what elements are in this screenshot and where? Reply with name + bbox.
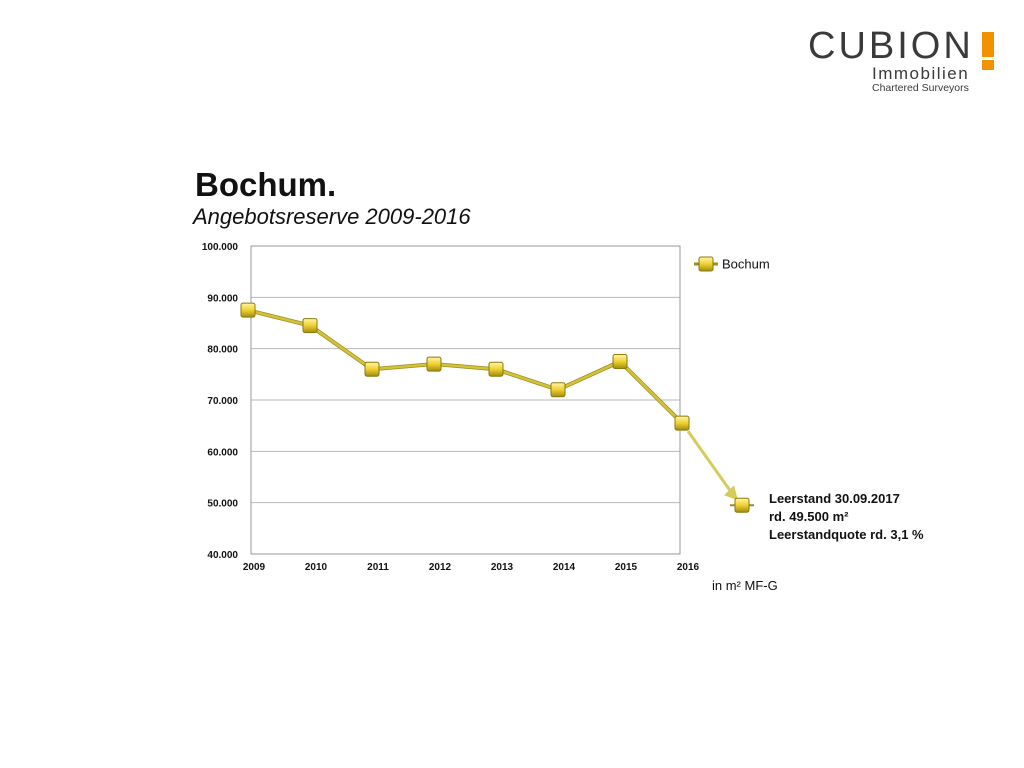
company-logo: CUBION Immobilien Chartered Surveyors	[808, 26, 1008, 98]
y-tick-label: 90.000	[207, 293, 238, 304]
logo-wordmark: CUBION	[808, 25, 974, 67]
y-tick-label: 80.000	[207, 345, 238, 356]
data-point	[364, 361, 380, 377]
y-tick-label: 50.000	[207, 499, 238, 510]
data-point	[488, 361, 504, 377]
x-tick-label: 2015	[615, 562, 638, 573]
logo-line-2: Chartered Surveyors	[872, 82, 969, 94]
series-line	[247, 308, 683, 424]
logo-line-1: Immobilien	[872, 64, 970, 83]
x-tick-label: 2009	[243, 562, 266, 573]
chart-title: Bochum.	[195, 166, 337, 203]
chart-subtitle: Angebotsreserve 2009-2016	[193, 204, 471, 229]
annotation-arrowhead	[724, 485, 738, 501]
annotation-arrow	[686, 430, 734, 495]
annotation-text-line: rd. 49.500 m²	[769, 509, 849, 524]
x-tick-label: 2012	[429, 562, 452, 573]
unit-label: in m² MF-G	[712, 578, 778, 593]
y-tick-label: 60.000	[207, 447, 238, 458]
annotation-point	[734, 497, 750, 513]
y-tick-label: 70.000	[207, 396, 238, 407]
y-tick-label: 100.000	[202, 242, 239, 253]
data-point	[674, 415, 690, 431]
data-point	[612, 354, 628, 369]
legend-label: Bochum	[722, 257, 770, 272]
annotation-text-line: Leerstandquote rd. 3,1 %	[769, 527, 924, 542]
logo-accent-bar	[982, 32, 994, 57]
logo-accent-dot	[982, 60, 994, 70]
annotation-text-line: Leerstand 30.09.2017	[769, 491, 900, 506]
legend-marker	[698, 256, 714, 272]
data-point	[302, 318, 318, 334]
x-tick-label: 2011	[367, 562, 389, 573]
x-tick-label: 2013	[491, 562, 514, 573]
x-tick-label: 2010	[305, 562, 328, 573]
x-tick-label: 2016	[677, 562, 700, 573]
data-point	[426, 356, 442, 372]
data-point	[240, 302, 256, 318]
y-tick-label: 40.000	[207, 550, 238, 561]
plot-area-frame	[250, 245, 681, 555]
x-tick-label: 2014	[553, 562, 576, 573]
data-point	[550, 382, 566, 398]
